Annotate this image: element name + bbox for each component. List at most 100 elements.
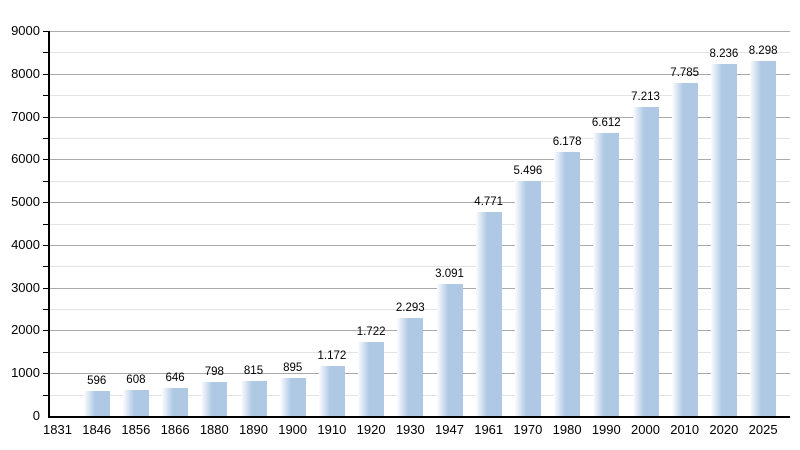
bar-value-label: 4.771 xyxy=(474,195,504,208)
major-gridline xyxy=(50,244,790,246)
major-gridline xyxy=(50,159,790,161)
x-axis-label: 1970 xyxy=(513,422,543,437)
y-axis-tick xyxy=(43,266,48,268)
y-axis-tick xyxy=(43,116,48,118)
y-axis-tick xyxy=(43,95,48,97)
x-axis-label: 2000 xyxy=(631,422,660,437)
minor-gridline xyxy=(50,180,790,182)
bar xyxy=(358,342,385,416)
x-axis-label: 2025 xyxy=(748,422,778,437)
bar-value-label: 6.178 xyxy=(552,135,582,148)
y-axis-tick xyxy=(43,394,48,396)
bar-value-label: 815 xyxy=(243,365,264,378)
bar xyxy=(750,61,777,416)
x-axis-label: 2010 xyxy=(670,422,700,437)
y-axis-label: 9000 xyxy=(11,23,40,38)
y-axis-tick xyxy=(43,244,48,246)
x-axis-label: 2020 xyxy=(709,422,739,437)
major-gridline xyxy=(50,202,790,204)
bar xyxy=(201,381,228,416)
bar-value-label: 2.293 xyxy=(395,301,425,314)
minor-gridline xyxy=(50,95,790,97)
bar xyxy=(554,151,581,416)
bar xyxy=(475,211,502,416)
bar-value-label: 1.172 xyxy=(317,349,347,362)
bar-value-label: 1.722 xyxy=(356,326,386,339)
x-axis-label: 1856 xyxy=(121,422,151,437)
y-axis-label: 0 xyxy=(32,408,40,423)
bar xyxy=(83,390,110,416)
plot-area: 596 608 646 798 815 895 1.172 1.722 2.293 3.091 4.… xyxy=(43,31,790,416)
y-axis-tick xyxy=(43,287,48,289)
bar-value-label: 798 xyxy=(204,365,224,378)
bar-value-label: 895 xyxy=(283,361,303,374)
bar-value-label: 7.785 xyxy=(670,66,700,79)
bar xyxy=(593,133,620,416)
y-axis-tick xyxy=(43,309,48,311)
minor-gridline xyxy=(50,52,790,54)
y-axis-tick xyxy=(43,373,48,375)
y-axis-tick xyxy=(43,137,48,139)
y-axis-tick xyxy=(43,73,48,75)
bar xyxy=(279,377,306,416)
bar-value-label: 7.213 xyxy=(631,91,660,104)
bar xyxy=(632,107,659,416)
x-axis-label: 1990 xyxy=(591,422,621,437)
bar xyxy=(240,381,267,416)
x-axis-line xyxy=(48,416,790,418)
bar xyxy=(710,63,737,416)
y-axis-labels: 0 1000 2000 3000 4000 5000 6000 7000 8000 9000 xyxy=(0,23,45,423)
y-axis-label: 1000 xyxy=(11,365,40,381)
major-gridline xyxy=(50,287,790,289)
x-axis-labels: 1831 1846 1856 1866 1880 1890 1900 1910 1920 1930… xyxy=(43,422,795,442)
x-axis-label: 1947 xyxy=(435,422,464,437)
bar-value-label: 646 xyxy=(165,372,185,385)
minor-gridline xyxy=(50,266,790,268)
x-axis-label: 1920 xyxy=(356,422,386,437)
y-axis-label: 8000 xyxy=(11,65,40,81)
bar-value-label: 608 xyxy=(126,373,146,386)
y-axis-line xyxy=(48,31,50,418)
minor-gridline xyxy=(50,137,790,139)
y-axis-label: 5000 xyxy=(11,194,40,210)
y-axis-label: 2000 xyxy=(11,322,40,338)
minor-gridline xyxy=(50,223,790,225)
y-axis-tick xyxy=(43,159,48,161)
bar xyxy=(122,389,149,416)
bar-value-label: 8.236 xyxy=(709,47,739,60)
y-axis-tick xyxy=(43,180,48,182)
y-axis-label: 4000 xyxy=(11,236,40,252)
x-axis-label: 1930 xyxy=(395,422,425,437)
minor-gridline xyxy=(50,309,790,311)
bar-value-label: 5.496 xyxy=(513,164,543,177)
bar-value-label: 596 xyxy=(87,374,107,387)
major-gridline xyxy=(50,31,790,32)
x-axis-label: 1890 xyxy=(239,422,268,437)
bar xyxy=(514,180,541,416)
x-axis-label: 1961 xyxy=(474,422,504,437)
y-axis-label: 7000 xyxy=(11,108,40,124)
x-axis-label: 1880 xyxy=(199,422,229,437)
major-gridline xyxy=(50,116,790,118)
bar xyxy=(318,365,345,416)
x-axis-label: 1900 xyxy=(278,422,308,437)
y-axis-tick xyxy=(43,351,48,353)
y-axis-tick xyxy=(43,330,48,332)
x-axis-label: 1980 xyxy=(552,422,582,437)
y-axis-label: 6000 xyxy=(11,151,40,167)
bar-value-label: 3.091 xyxy=(435,267,464,280)
bar xyxy=(436,283,463,416)
x-axis-label: 1846 xyxy=(82,422,112,437)
y-axis-tick xyxy=(43,223,48,225)
x-axis-label: 1866 xyxy=(160,422,190,437)
major-gridline xyxy=(50,73,790,75)
x-axis-label: 1910 xyxy=(317,422,347,437)
bar xyxy=(162,388,189,416)
bar-value-label: 6.612 xyxy=(591,117,621,130)
bar xyxy=(397,317,424,416)
x-axis-label: 1831 xyxy=(43,422,72,437)
y-axis-tick xyxy=(43,31,48,32)
bar xyxy=(671,82,698,416)
y-axis-label: 3000 xyxy=(11,279,40,295)
